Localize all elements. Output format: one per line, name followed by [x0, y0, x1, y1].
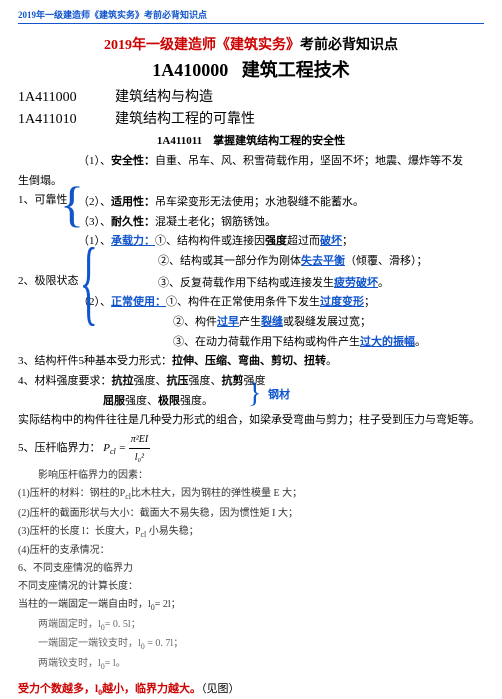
- item-1: （1）、安全性：自重、吊车、风、积雪荷载作用，坚固不坏；地震、爆炸等不发: [18, 152, 484, 171]
- factor-5: 6、不同支座情况的临界力: [18, 560, 484, 577]
- subsection: 1A411011 掌握建筑结构工程的安全性: [18, 132, 484, 148]
- factor-9: 一端固定一端铰支时，l0 = 0. 7l；: [18, 635, 484, 654]
- bearing-sub2b: 失去平衡: [301, 255, 345, 267]
- normal-sub1: ①、构件在正常使用条件下发生: [166, 296, 320, 308]
- normal-sub3c: 。: [415, 336, 426, 348]
- factor-4: (4)压杆的支承情况：: [18, 542, 484, 559]
- p4-i4b: 强度、: [125, 395, 158, 407]
- main-title: 2019年一级建造师《建筑实务》考前必背知识点: [18, 34, 484, 54]
- p4-i3: 抗剪: [222, 375, 244, 387]
- point-3-prefix: 3、结构杆件5种基本受力形式：: [18, 355, 172, 367]
- section-2: 1A411010 建筑结构工程的可靠性: [18, 108, 484, 128]
- real-structure: 实际结构中的构件往往是几种受力形式的组合，如梁承受弯曲与剪力；柱子受到压力与弯矩…: [18, 411, 484, 430]
- title-black-part: 考前必背知识点: [300, 38, 398, 53]
- brace-icon: {: [60, 179, 84, 229]
- conclusion-3: （见图）: [201, 683, 240, 695]
- normal-sub2c: 产生: [239, 316, 261, 328]
- subsection-name: 掌握建筑结构工程的安全性: [213, 135, 345, 147]
- factor-6: 不同支座情况的计算长度：: [18, 578, 484, 595]
- point-3: 3、结构杆件5种基本受力形式：拉伸、压缩、弯曲、剪切、扭转。: [18, 352, 484, 371]
- bearing-label: 承载力：: [111, 235, 155, 247]
- section-2-name: 建筑结构工程的可靠性: [115, 112, 255, 127]
- bearing-sub1d: 破坏: [320, 235, 342, 247]
- main-code-line: 1A410000 建筑工程技术: [18, 56, 484, 82]
- factor-7: 当柱的一端固定一端自由时，l0= 2l；: [18, 596, 484, 615]
- section-1: 1A411000 建筑结构与构造: [18, 86, 484, 106]
- p4-i1: 抗拉: [112, 375, 134, 387]
- normal-3: ③、在动力荷载作用下结构或构件产生过大的振幅。: [18, 333, 484, 352]
- item-1-prefix: （1）、: [78, 155, 111, 167]
- normal-sub2: ②、构件: [173, 316, 217, 328]
- item-3-text: 混凝土老化；钢筋锈蚀。: [155, 216, 276, 228]
- bearing-sub3: ③、反复荷载作用下结构或连接发生: [158, 277, 334, 289]
- normal-sub2b: 过早: [217, 316, 239, 328]
- bearing-sub2c: （倾覆、滑移）；: [345, 255, 428, 267]
- p4-i2b: 强度、: [189, 375, 222, 387]
- normal-sub1b: 过度变形: [320, 296, 364, 308]
- p5-prefix: 5、压杆临界力：: [18, 442, 101, 454]
- factor-2: (2)压杆的截面形状与大小：截面大不易失稳，因为惯性矩 I 大；: [18, 505, 484, 522]
- p4-i5b: 强度。: [180, 395, 213, 407]
- steel-label: 钢材: [268, 386, 290, 402]
- factors-title: 影响压杆临界力的因素：: [18, 467, 484, 484]
- point-4-prefix: 4、材料强度要求：: [18, 375, 112, 387]
- p4-i4: 屈服: [103, 395, 125, 407]
- normal-sub2e: 或裂缝发展过宽；: [283, 316, 371, 328]
- formula: Pcl = π²EI l₀²: [103, 442, 150, 454]
- bearing-sub1c: 超过而: [287, 235, 320, 247]
- title-red-part: 2019年一级建造师《建筑实务》: [104, 38, 300, 53]
- bearing-sub1: ①、结构构件或连接因: [155, 235, 265, 247]
- bearing-sub2: ②、结构或其一部分作为刚体: [158, 255, 301, 267]
- conclusion-2: 越小，临界力越大。: [102, 683, 201, 695]
- normal-label: 正常使用：: [111, 296, 166, 308]
- brace-icon: {: [80, 234, 98, 329]
- section-1-code: 1A411000: [18, 90, 108, 106]
- bearing-sub1e: ；: [342, 235, 353, 247]
- main-code: 1A410000: [152, 60, 228, 80]
- factor-1: (1)压杆的材料：钢柱的Pcl比木柱大，因为钢柱的弹性模量 E 大；: [18, 485, 484, 504]
- normal-sub3: ③、在动力荷载作用下结构或构件产生: [173, 336, 360, 348]
- subsection-code: 1A411011: [157, 135, 202, 147]
- item-2-label: 适用性：: [111, 196, 155, 208]
- normal-sub2d: 裂缝: [261, 316, 283, 328]
- factor-10: 两端铰支时，l0= l。: [18, 655, 484, 674]
- normal-sub3b: 过大的振幅: [360, 336, 415, 348]
- item-2-text: 吊车梁变形无法使用；水池裂缝不能蓄水。: [155, 196, 364, 208]
- bearing-sub3b: 疲劳破坏: [334, 277, 378, 289]
- bearing-sub1b: 强度: [265, 235, 287, 247]
- factor-8: 两端固定时，l0= 0. 5l；: [18, 616, 484, 635]
- item-1-text: 自重、吊车、风、积雪荷载作用，坚固不坏；地震、爆炸等不发: [155, 155, 463, 167]
- point-5: 5、压杆临界力： Pcl = π²EI l₀²: [18, 431, 484, 466]
- normal-sub1c: ；: [364, 296, 375, 308]
- p4-i2: 抗压: [167, 375, 189, 387]
- item-1-label: 安全性：: [111, 155, 155, 167]
- bearing-sub3c: 。: [378, 277, 389, 289]
- p4-i5: 极限: [158, 395, 180, 407]
- conclusion-1: 受力个数越多，l: [18, 683, 98, 695]
- brace-icon: }: [248, 380, 261, 408]
- page-header: 2019年一级建造师《建筑实务》考前必背知识点: [18, 8, 484, 24]
- item-2: （2）、适用性：吊车梁变形无法使用；水池裂缝不能蓄水。: [18, 193, 484, 212]
- section-1-name: 建筑结构与构造: [115, 90, 213, 105]
- factor-3: (3)压杆的长度 l：长度大，Pcl 小易失稳；: [18, 523, 484, 542]
- section-2-code: 1A411010: [18, 112, 108, 128]
- p4-i1b: 强度、: [134, 375, 167, 387]
- point-3-items: 拉伸、压缩、弯曲、剪切、扭转: [172, 355, 326, 367]
- item-1b: 生倒塌。: [18, 172, 484, 191]
- main-name: 建筑工程技术: [242, 60, 350, 80]
- item-3-label: 耐久性：: [111, 216, 155, 228]
- conclusion: 受力个数越多，l0越小，临界力越大。（见图）: [18, 680, 484, 699]
